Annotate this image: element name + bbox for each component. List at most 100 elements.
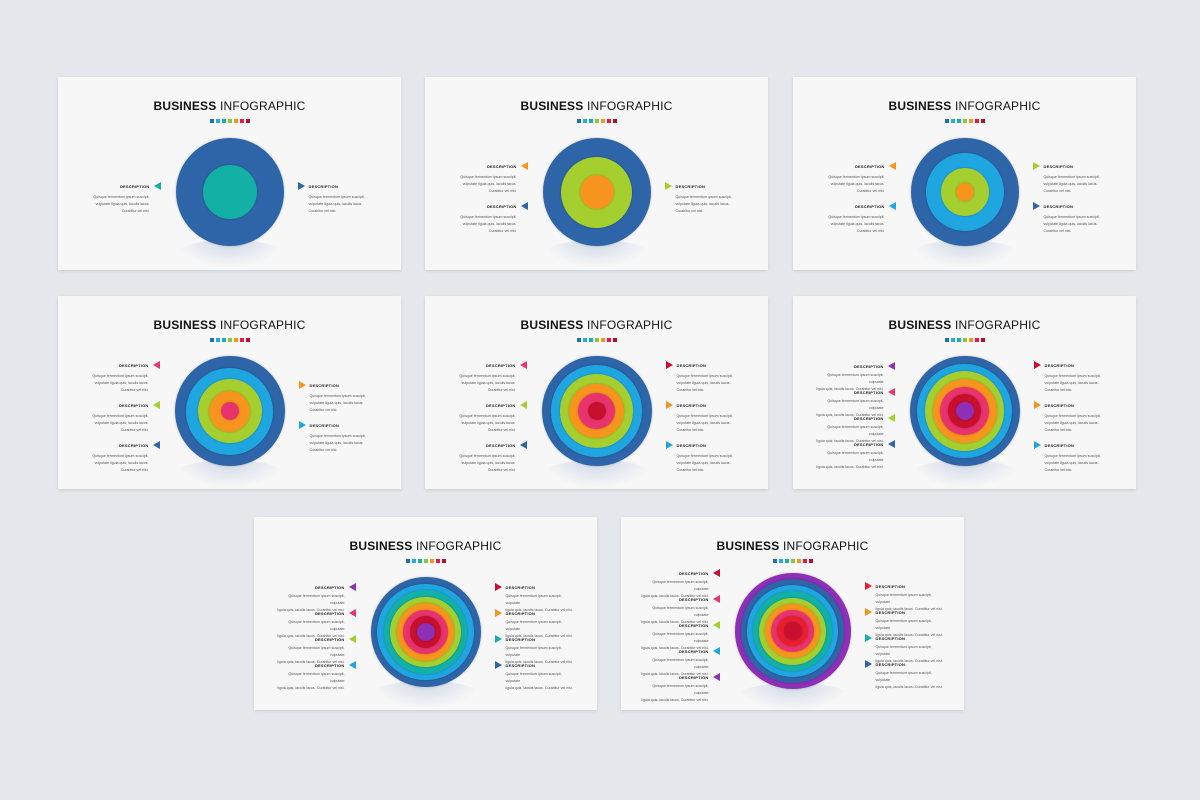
description-block: DESCRIPTION Quisque fermentum ipsum susci…: [639, 597, 709, 626]
description-text: Quisque fermentum ipsum suscipit, vulput…: [459, 374, 516, 392]
color-dot: [576, 119, 581, 123]
color-dot: [233, 338, 238, 342]
color-dot: [239, 119, 244, 123]
color-dot: [796, 559, 801, 563]
color-dot: [790, 559, 795, 563]
description-block: DESCRIPTION Quisque fermentum ipsum susci…: [275, 611, 345, 640]
description-text: Quisque fermentum ipsum suscipit, vulput…: [641, 632, 709, 650]
color-dot: [606, 338, 611, 342]
slide-title-rest: INFOGRAPHIC: [216, 318, 306, 332]
color-dot: [606, 119, 611, 123]
description-heading: DESCRIPTION: [678, 623, 709, 628]
color-dot: [215, 338, 220, 342]
color-dot: [582, 338, 587, 342]
slide-thumbnail[interactable]: BUSINESS INFOGRAPHIC DESCRIPTION Quisque f…: [621, 517, 964, 710]
description-text: Quisque fermentum ipsum suscipit, vulput…: [1043, 175, 1100, 193]
color-dots: [576, 119, 617, 123]
pointer-triangle-icon: [348, 583, 356, 591]
slide-thumbnail[interactable]: BUSINESS INFOGRAPHIC DESCRIPTION Quisque f…: [58, 296, 401, 489]
description-heading: DESCRIPTION: [486, 204, 517, 209]
description-heading: DESCRIPTION: [309, 423, 340, 428]
slide-thumbnail[interactable]: BUSINESS INFOGRAPHIC DESCRIPTION Quisque f…: [793, 77, 1136, 270]
description-block: DESCRIPTION Quisque fermentum ipsum susci…: [1044, 204, 1114, 235]
description-block: DESCRIPTION Quisque fermentum ipsum susci…: [310, 383, 380, 414]
description-heading: DESCRIPTION: [678, 571, 709, 576]
slide-title-bold: BUSINESS: [153, 99, 217, 113]
pointer-triangle-icon: [864, 634, 872, 642]
pointer-triangle-icon: [152, 361, 160, 369]
description-block: DESCRIPTION Quisque fermentum ipsum susci…: [876, 662, 946, 691]
slide-title-bold: BUSINESS: [349, 539, 413, 553]
pointer-triangle-icon: [712, 621, 720, 629]
color-dots: [772, 559, 813, 563]
pointer-triangle-icon: [1032, 202, 1040, 210]
description-text: Quisque fermentum ipsum suscipit, vulput…: [277, 620, 345, 638]
description-heading: DESCRIPTION: [875, 636, 906, 641]
description-text: Quisque fermentum ipsum suscipit, vulput…: [93, 195, 150, 213]
description-heading: DESCRIPTION: [875, 662, 906, 667]
description-heading: DESCRIPTION: [678, 597, 709, 602]
pointer-triangle-icon: [298, 421, 306, 429]
pointer-triangle-icon: [1033, 441, 1041, 449]
color-dot: [962, 119, 967, 123]
pointer-triangle-icon: [519, 361, 527, 369]
color-dot: [808, 559, 813, 563]
description-heading: DESCRIPTION: [1044, 363, 1075, 368]
description-block: DESCRIPTION Quisque fermentum ipsum susci…: [506, 637, 576, 666]
color-dot: [974, 119, 979, 123]
color-dot: [245, 338, 250, 342]
slide-thumbnail[interactable]: BUSINESS INFOGRAPHIC DESCRIPTION Quisque f…: [425, 77, 768, 270]
slide-thumbnail[interactable]: BUSINESS INFOGRAPHIC DESCRIPTION Quisque f…: [254, 517, 597, 710]
target-ring: [955, 402, 974, 420]
description-block: DESCRIPTION Quisque fermentum ipsum susci…: [876, 610, 946, 639]
slide-title-bold: BUSINESS: [888, 318, 952, 332]
description-text: Quisque fermentum ipsum suscipit, vulput…: [505, 620, 573, 638]
color-dot: [209, 338, 214, 342]
pointer-triangle-icon: [888, 162, 896, 170]
color-dot: [956, 119, 961, 123]
description-text: Quisque fermentum ipsum suscipit, vulput…: [641, 684, 709, 702]
pointer-triangle-icon: [1032, 162, 1040, 170]
description-block: DESCRIPTION Quisque fermentum ipsum susci…: [814, 416, 884, 445]
pointer-triangle-icon: [887, 388, 895, 396]
color-dot: [944, 119, 949, 123]
description-block: DESCRIPTION Quisque fermentum ipsum susci…: [676, 184, 746, 215]
color-dots: [209, 338, 250, 342]
color-dot: [962, 338, 967, 342]
color-dot: [594, 119, 599, 123]
pointer-triangle-icon: [864, 582, 872, 590]
color-dot: [968, 119, 973, 123]
description-block: DESCRIPTION Quisque fermentum ipsum susci…: [446, 443, 516, 474]
description-text: Quisque fermentum ipsum suscipit, vulput…: [875, 619, 943, 637]
description-text: Quisque fermentum ipsum suscipit, vulput…: [828, 175, 885, 193]
slide-thumbnail[interactable]: BUSINESS INFOGRAPHIC DESCRIPTION Quisque f…: [793, 296, 1136, 489]
description-text: Quisque fermentum ipsum suscipit, vulput…: [1044, 374, 1101, 392]
description-heading: DESCRIPTION: [678, 649, 709, 654]
color-dot: [612, 338, 617, 342]
slide-thumbnail[interactable]: BUSINESS INFOGRAPHIC DESCRIPTION Quisque f…: [425, 296, 768, 489]
pointer-triangle-icon: [494, 661, 502, 669]
description-heading: DESCRIPTION: [505, 663, 536, 668]
description-block: DESCRIPTION Quisque fermentum ipsum susci…: [1045, 443, 1115, 474]
description-heading: DESCRIPTION: [1044, 403, 1075, 408]
description-heading: DESCRIPTION: [485, 443, 516, 448]
color-dot: [974, 338, 979, 342]
color-dots: [209, 119, 250, 123]
description-block: DESCRIPTION Quisque fermentum ipsum susci…: [79, 443, 148, 474]
description-heading: DESCRIPTION: [1043, 204, 1074, 209]
color-dot: [980, 119, 985, 123]
color-dot: [411, 559, 416, 563]
pointer-triangle-icon: [712, 569, 720, 577]
description-block: DESCRIPTION Quisque fermentum ipsum susci…: [447, 204, 517, 235]
description-text: Quisque fermentum ipsum suscipit, vulput…: [1044, 454, 1101, 472]
description-block: DESCRIPTION Quisque fermentum ipsum susci…: [275, 663, 344, 692]
pointer-triangle-icon: [152, 441, 160, 449]
description-block: DESCRIPTION Quisque fermentum ipsum susci…: [79, 363, 148, 394]
description-heading: DESCRIPTION: [854, 204, 885, 209]
pointer-triangle-icon: [665, 401, 673, 409]
description-text: Quisque fermentum ipsum suscipit, vulput…: [816, 425, 884, 443]
slide-thumbnail[interactable]: BUSINESS INFOGRAPHIC DESCRIPTION Quisque f…: [58, 77, 401, 270]
color-dot: [417, 559, 422, 563]
description-heading: DESCRIPTION: [118, 403, 149, 408]
description-block: DESCRIPTION Quisque fermentum ipsum susci…: [677, 363, 747, 394]
